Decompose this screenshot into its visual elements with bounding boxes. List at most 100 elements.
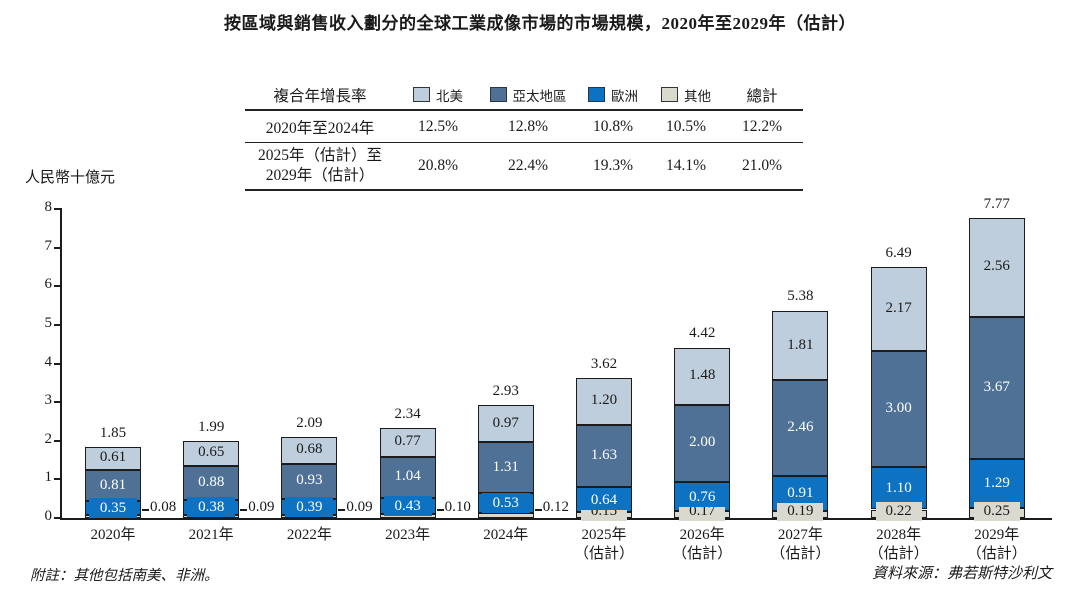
- segment-value-label: 0.97: [492, 414, 519, 431]
- x-axis-category-label: 2027年 （估計）: [770, 527, 831, 562]
- europe-swatch-icon: [588, 87, 605, 102]
- segment-value-label: 2.17: [885, 300, 912, 317]
- bar-segment-亞太地區: [772, 380, 829, 476]
- cagr-total-label: 總計: [721, 80, 803, 111]
- other-label-leader-line: [240, 509, 248, 511]
- x-axis-category-label: 2023年: [385, 527, 431, 543]
- segment-value-label: 0.65: [198, 444, 225, 461]
- y-axis-tick: [54, 517, 62, 519]
- legend-item-other: 其他: [651, 80, 721, 111]
- y-axis-tick-label: 6: [44, 276, 53, 293]
- y-axis-tick-label: 0: [44, 508, 53, 524]
- north-america-swatch-icon: [413, 87, 430, 102]
- cagr-value: 20.8%: [395, 143, 481, 191]
- bar-segment-亞太地區: [85, 470, 141, 502]
- other-value-label: 0.12: [542, 499, 570, 515]
- cagr-value: 12.8%: [481, 111, 575, 143]
- x-axis-category-label: 2026年 （估計）: [672, 527, 733, 562]
- cagr-value: 19.3%: [575, 143, 651, 191]
- europe-value-label: 0.53: [481, 493, 530, 514]
- other-value-label: 0.22: [875, 502, 922, 521]
- legend-label: 歐洲: [611, 88, 638, 104]
- other-label-leader-line: [338, 509, 346, 511]
- x-axis-category-label: 2024年: [483, 527, 529, 543]
- segment-value-label: 1.20: [590, 392, 618, 409]
- x-axis-category-label: 2025年 （估計）: [573, 527, 634, 562]
- bar-segment-北美: [772, 310, 829, 381]
- y-axis-tick-label: 2: [44, 430, 53, 447]
- y-axis-tick: [54, 478, 62, 481]
- bar-segment-其他: [477, 513, 534, 518]
- page-title: 按區域與銷售收入劃分的全球工業成像市場的市場規模，2020年至2029年（估計）: [224, 14, 856, 33]
- segment-value-label: 2.56: [983, 258, 1010, 275]
- cagr-row-period: 2025年（估計）至 2029年（估計）: [245, 143, 395, 191]
- bar-segment-北美: [183, 440, 240, 466]
- legend-item-europe: 歐洲: [575, 80, 651, 111]
- bar-segment-北美: [85, 446, 141, 471]
- bar-segment-亞太地區: [968, 316, 1025, 459]
- x-axis-category-label: 2022年: [286, 527, 332, 543]
- y-axis-tick: [54, 401, 62, 404]
- europe-value-label: 0.38: [187, 497, 236, 518]
- europe-value-label: 0.43: [383, 495, 432, 516]
- europe-value-label: 1.29: [972, 473, 1021, 494]
- legend-label: 亞太地區: [512, 88, 567, 104]
- bar-segment-亞太地區: [281, 463, 338, 500]
- europe-value-label: 0.91: [776, 483, 825, 504]
- bar-total-label: 2.93: [492, 382, 519, 399]
- y-axis-tick-label: 5: [44, 314, 53, 331]
- other-value-label: 0.10: [444, 499, 471, 515]
- segment-value-label: 3.67: [983, 378, 1010, 395]
- x-axis-category-label: 2021年: [188, 527, 234, 543]
- bar-segment-北美: [870, 267, 927, 352]
- other-value-label: 0.17: [679, 502, 726, 521]
- other-label-leader-line: [534, 509, 542, 511]
- y-axis-tick-label: 4: [44, 353, 53, 370]
- segment-value-label: 0.68: [296, 441, 323, 458]
- bar-total-label: 6.49: [885, 245, 912, 262]
- bar-segment-北美: [477, 404, 534, 443]
- other-label-leader-line: [436, 509, 444, 511]
- europe-value-label: 0.76: [678, 486, 727, 507]
- y-axis-line: [60, 209, 62, 520]
- segment-value-label: 1.31: [492, 458, 519, 475]
- legend-item-asia-pacific: 亞太地區: [481, 80, 575, 111]
- cagr-row-period: 2020年至2024年: [245, 111, 395, 143]
- segment-value-label: 0.93: [296, 472, 323, 489]
- bar-segment-北美: [281, 437, 338, 464]
- cagr-value: 12.2%: [721, 111, 803, 143]
- bar-segment-亞太地區: [477, 442, 534, 493]
- segment-value-label: 0.81: [99, 476, 127, 493]
- europe-value-label: 0.64: [580, 489, 628, 510]
- segment-value-label: 1.81: [787, 336, 814, 353]
- asia-pacific-swatch-icon: [489, 87, 507, 102]
- segment-value-label: 3.00: [885, 400, 912, 417]
- bar-total-label: 1.99: [198, 419, 225, 436]
- y-axis-tick-label: 3: [44, 392, 53, 409]
- bar-segment-北美: [379, 427, 436, 458]
- bar-segment-亞太地區: [870, 351, 927, 467]
- bar-total-label: 2.09: [296, 415, 323, 432]
- segment-value-label: 1.63: [590, 447, 618, 463]
- segment-value-label: 0.88: [198, 473, 225, 490]
- y-axis-tick: [54, 323, 62, 326]
- segment-value-label: 2.00: [689, 434, 716, 451]
- data-source: 資料來源：弗若斯特沙利文: [871, 566, 1052, 582]
- segment-value-label: 0.77: [394, 433, 421, 450]
- other-value-label: 0.08: [150, 499, 177, 515]
- bar-segment-北美: [674, 347, 731, 405]
- bar-segment-亞太地區: [183, 465, 240, 500]
- legend-label: 其他: [684, 88, 711, 104]
- other-value-label: 0.25: [973, 502, 1020, 521]
- cagr-value: 12.5%: [395, 111, 481, 143]
- segment-value-label: 2.46: [787, 419, 814, 435]
- y-axis-tick: [54, 439, 62, 442]
- europe-value-label: 0.35: [89, 498, 137, 519]
- y-axis-tick-label: 7: [44, 237, 53, 254]
- bar-total-label: 2.34: [394, 405, 421, 422]
- bar-segment-北美: [576, 378, 632, 425]
- cagr-header-label: 複合年增長率: [245, 80, 395, 111]
- y-axis-tick: [54, 362, 62, 365]
- bar-segment-北美: [968, 217, 1025, 317]
